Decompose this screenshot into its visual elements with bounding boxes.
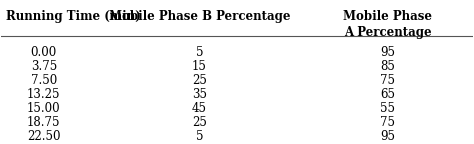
Text: 45: 45 — [192, 102, 207, 115]
Text: 25: 25 — [192, 116, 207, 129]
Text: 18.75: 18.75 — [27, 116, 61, 129]
Text: 0.00: 0.00 — [31, 46, 57, 59]
Text: Mobile Phase B Percentage: Mobile Phase B Percentage — [109, 10, 290, 23]
Text: 75: 75 — [380, 116, 395, 129]
Text: 5: 5 — [196, 130, 203, 143]
Text: 95: 95 — [380, 130, 395, 143]
Text: 55: 55 — [380, 102, 395, 115]
Text: 25: 25 — [192, 74, 207, 87]
Text: 65: 65 — [380, 88, 395, 101]
Text: 5: 5 — [196, 46, 203, 59]
Text: A Percentage: A Percentage — [344, 26, 432, 39]
Text: 75: 75 — [380, 74, 395, 87]
Text: 35: 35 — [192, 88, 207, 101]
Text: 15.00: 15.00 — [27, 102, 61, 115]
Text: 15: 15 — [192, 60, 207, 73]
Text: 13.25: 13.25 — [27, 88, 61, 101]
Text: Mobile Phase: Mobile Phase — [343, 10, 432, 23]
Text: 7.50: 7.50 — [31, 74, 57, 87]
Text: 22.50: 22.50 — [27, 130, 61, 143]
Text: 95: 95 — [380, 46, 395, 59]
Text: 3.75: 3.75 — [31, 60, 57, 73]
Text: Running Time (min): Running Time (min) — [6, 10, 141, 23]
Text: 85: 85 — [380, 60, 395, 73]
